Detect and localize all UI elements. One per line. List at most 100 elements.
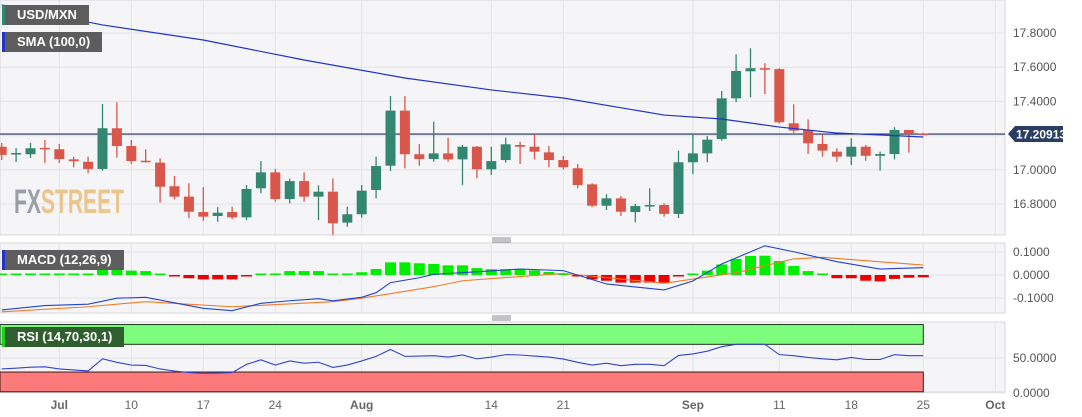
candle-21 xyxy=(299,172,310,202)
macd-histogram-bar xyxy=(341,273,353,275)
date-axis-tick: Aug xyxy=(350,398,373,412)
candle-31 xyxy=(443,137,454,162)
candle-body xyxy=(356,190,367,215)
macd-axis-tick: 0.1000 xyxy=(1013,245,1050,259)
macd-histogram-bar xyxy=(212,275,224,280)
date-axis-tick: 24 xyxy=(269,398,283,412)
candle-body xyxy=(227,212,238,218)
macd-histogram-bar xyxy=(97,269,108,275)
current-price-tag: 17.20913 xyxy=(1008,126,1066,142)
candle-body xyxy=(903,129,914,135)
symbol-label[interactable]: USD/MXN xyxy=(2,5,89,25)
candle-body xyxy=(745,68,756,72)
price-axis-tick: 17.0000 xyxy=(1013,163,1057,177)
candle-body xyxy=(155,162,166,187)
candle-body xyxy=(97,128,108,169)
candle-body xyxy=(587,184,598,206)
candle-body xyxy=(299,181,310,197)
candle-body xyxy=(399,110,410,155)
candle-1 xyxy=(11,148,22,162)
macd-histogram-bar xyxy=(817,273,828,275)
candle-47 xyxy=(673,150,684,219)
panel-resize-handle-macd[interactable] xyxy=(492,237,511,243)
price-panel xyxy=(0,0,1006,236)
macd-histogram-bar xyxy=(673,275,684,277)
candle-14 xyxy=(198,187,209,221)
candle-body xyxy=(831,151,842,157)
candle-41 xyxy=(587,183,598,208)
candle-body xyxy=(471,146,482,170)
rsi-line xyxy=(1,343,924,374)
candle-44 xyxy=(630,204,641,223)
date-axis-tick: Oct xyxy=(985,398,1005,412)
candle-body xyxy=(889,129,900,155)
rsi-overbought-zone xyxy=(0,324,924,345)
candle-22 xyxy=(313,185,324,221)
macd-histogram-bar xyxy=(457,265,468,275)
candle-body xyxy=(443,153,454,160)
candle-48 xyxy=(687,134,698,175)
macd-histogram-bar xyxy=(269,273,281,275)
price-axis-tick: 17.4000 xyxy=(1013,94,1057,108)
candle-body xyxy=(371,166,382,190)
candle-body xyxy=(687,153,698,163)
candle-24 xyxy=(342,206,353,227)
candle-4 xyxy=(54,143,65,163)
candle-body xyxy=(500,144,511,161)
sma-100-line xyxy=(1,4,924,138)
rsi-oversold-zone xyxy=(0,371,924,393)
macd-histogram-bar xyxy=(730,258,742,275)
candle-27 xyxy=(385,95,396,171)
macd-histogram-bar xyxy=(860,275,872,281)
macd-histogram-bar xyxy=(356,272,368,275)
macd-axis-tick: -0.1000 xyxy=(1013,291,1054,305)
watermark-fx: FX xyxy=(14,183,41,221)
macd-histogram-bar xyxy=(716,264,728,275)
candle-body xyxy=(126,146,137,162)
candle-60 xyxy=(860,145,871,161)
candle-50 xyxy=(716,90,727,141)
panel-resize-handle-rsi[interactable] xyxy=(492,315,511,321)
macd-histogram-bar xyxy=(0,273,8,275)
candle-20 xyxy=(284,178,295,204)
date-axis-tick: 10 xyxy=(125,398,139,412)
macd-histogram-bar xyxy=(413,263,425,275)
macd-histogram-bar xyxy=(183,275,195,279)
macd-histogram-bar xyxy=(399,262,411,275)
candle-7 xyxy=(97,103,108,171)
macd-histogram-bar xyxy=(831,275,843,279)
date-axis-tick: 14 xyxy=(485,398,499,412)
macd-histogram-bar xyxy=(845,275,857,279)
candle-body xyxy=(241,188,252,218)
candle-body xyxy=(918,133,929,136)
candle-18 xyxy=(255,161,266,194)
macd-histogram-bar xyxy=(255,273,267,275)
macd-line xyxy=(1,245,924,312)
candle-body xyxy=(54,149,65,160)
macd-histogram-bar xyxy=(903,275,915,278)
candle-body xyxy=(731,70,742,99)
candle-body xyxy=(486,161,497,170)
candle-37 xyxy=(529,134,540,160)
candle-38 xyxy=(543,146,554,168)
date-axis-tick: 18 xyxy=(845,398,859,412)
candle-42 xyxy=(601,194,612,210)
macd-histogram-bar xyxy=(125,270,137,275)
candle-33 xyxy=(471,146,482,179)
price-axis-tick: 16.8000 xyxy=(1013,197,1057,211)
candle-body xyxy=(198,212,209,217)
candle-body xyxy=(457,146,468,160)
macd-histogram-bar xyxy=(802,271,814,275)
candle-43 xyxy=(615,195,626,216)
sma-indicator-label[interactable]: SMA (100,0) xyxy=(2,32,103,52)
candle-9 xyxy=(126,140,137,164)
macd-indicator-label[interactable]: MACD (12,26,9) xyxy=(2,250,124,270)
candle-body xyxy=(572,168,583,186)
candle-32 xyxy=(457,145,468,186)
date-axis-tick: Sep xyxy=(682,398,704,412)
rsi-indicator-label[interactable]: RSI (14,70,30,1) xyxy=(2,327,125,347)
candle-body xyxy=(615,198,626,212)
candle-11 xyxy=(155,158,166,203)
candle-57 xyxy=(817,134,828,157)
